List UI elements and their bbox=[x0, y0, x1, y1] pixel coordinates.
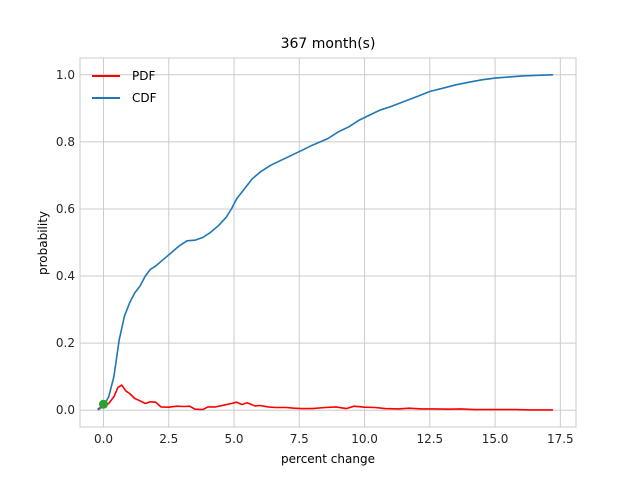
y-tick-label: 0.8 bbox=[56, 135, 75, 149]
x-tick-label: 5.0 bbox=[224, 432, 243, 446]
y-tick-label: 0.2 bbox=[56, 336, 75, 350]
start-point-marker bbox=[98, 399, 108, 409]
axes-frame bbox=[79, 57, 577, 428]
series-line-pdf bbox=[97, 384, 554, 411]
x-axis-label: percent change bbox=[281, 452, 375, 466]
x-axis-ticks: 0.0 2.5 5.0 7.5 10.0 12.5 15.0 17.5 bbox=[94, 432, 574, 446]
legend-label-cdf: CDF bbox=[132, 91, 157, 105]
legend-label-pdf: PDF bbox=[132, 69, 155, 83]
chart-title: 367 month(s) bbox=[281, 36, 376, 52]
marker-layer bbox=[98, 399, 108, 409]
grid bbox=[80, 58, 576, 427]
y-tick-label: 0.6 bbox=[56, 202, 75, 216]
legend: PDF CDF bbox=[92, 69, 157, 105]
plot-area bbox=[79, 57, 577, 428]
x-tick-label: 12.5 bbox=[416, 432, 443, 446]
y-tick-label: 1.0 bbox=[56, 68, 75, 82]
x-tick-label: 2.5 bbox=[159, 432, 178, 446]
y-tick-label: 0.4 bbox=[56, 269, 75, 283]
x-tick-label: 0.0 bbox=[94, 432, 113, 446]
axes-background bbox=[80, 58, 576, 427]
y-axis-label: probability bbox=[36, 211, 50, 275]
x-tick-label: 7.5 bbox=[290, 432, 309, 446]
y-tick-label: 0.0 bbox=[56, 403, 75, 417]
x-tick-label: 10.0 bbox=[351, 432, 378, 446]
y-axis-ticks: 0.0 0.2 0.4 0.6 0.8 1.0 bbox=[56, 68, 75, 417]
series-layer bbox=[97, 74, 554, 411]
series-line-cdf bbox=[97, 74, 554, 411]
x-tick-label: 17.5 bbox=[547, 432, 574, 446]
x-tick-label: 15.0 bbox=[482, 432, 509, 446]
